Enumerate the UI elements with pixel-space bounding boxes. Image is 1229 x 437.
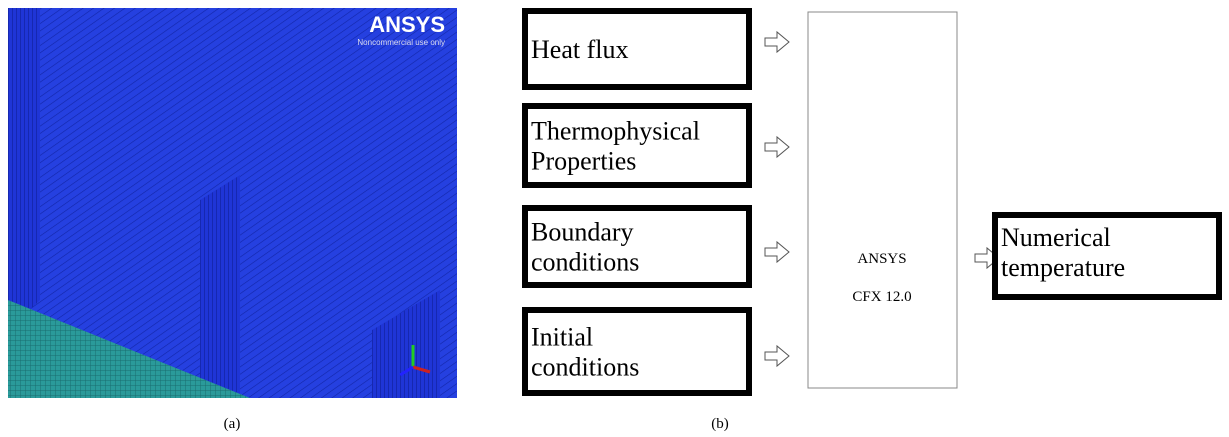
page: {"panel_a": {"logo": "ANSYS", "logo_note…	[0, 0, 1229, 437]
logo: ANSYS	[369, 12, 445, 37]
input-label: Boundary	[531, 218, 634, 247]
output-label: temperature	[1001, 253, 1125, 282]
input-label: conditions	[531, 353, 639, 382]
solver-box	[808, 12, 957, 388]
solver-label: ANSYS	[857, 251, 906, 267]
input-label: Initial	[531, 323, 593, 352]
input-label: Properties	[531, 147, 636, 176]
input-label: Heat flux	[531, 35, 628, 64]
arrow	[765, 346, 789, 366]
solver-label: CFX 12.0	[852, 289, 911, 305]
input-label: Thermophysical	[531, 117, 700, 146]
arrow	[765, 32, 789, 52]
figure: ANSYS Noncommercial use only (a) (b) Hea…	[0, 0, 1229, 437]
input-label: conditions	[531, 248, 639, 277]
mesh-image: ANSYS Noncommercial use only	[8, 8, 457, 398]
caption: (b)	[711, 416, 729, 432]
caption: (a)	[224, 416, 241, 432]
arrow	[765, 137, 789, 157]
output-label: Numerical	[1001, 223, 1111, 252]
arrow	[765, 242, 789, 262]
logo-note: Noncommercial use only	[357, 38, 445, 47]
